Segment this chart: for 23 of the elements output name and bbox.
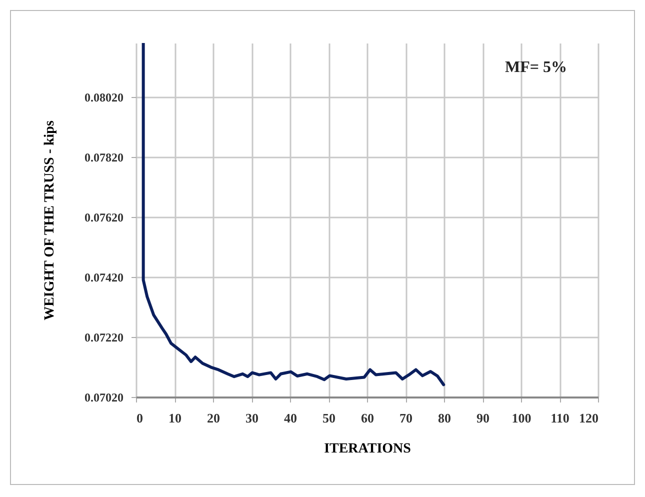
y-tick-label: 0.07220 (84, 330, 124, 344)
x-tick-label: 50 (322, 410, 336, 426)
x-tick-label: 30 (246, 410, 258, 426)
y-tick-label: 0.08020 (84, 90, 124, 104)
x-tick-label: 120 (579, 410, 598, 426)
x-tick-label: 40 (284, 410, 297, 426)
x-axis-title: ITERATIONS (324, 442, 412, 456)
y-tick-label: 0.07620 (84, 210, 124, 224)
y-tick-label: 0.07020 (84, 390, 124, 404)
x-tick-label: 90 (476, 410, 490, 426)
annotation: MF= 5% (505, 59, 567, 76)
line-series (142, 43, 446, 386)
y-axis-title: WEIGHT OF THE TRUSS - kips (42, 120, 58, 320)
x-tick-label: 70 (400, 410, 412, 426)
x-tick-label: 0 (136, 410, 143, 426)
y-tick-label: 0.07820 (84, 150, 124, 164)
x-tick-label: 100 (512, 410, 532, 426)
x-tick-label: 10 (168, 410, 182, 426)
x-tick-label: 80 (438, 410, 451, 426)
x-tick-label: 110 (550, 410, 570, 426)
y-tick-label: 0.07420 (84, 270, 124, 284)
x-tick-label: 60 (361, 410, 374, 426)
x-tick-label: 20 (207, 410, 220, 426)
